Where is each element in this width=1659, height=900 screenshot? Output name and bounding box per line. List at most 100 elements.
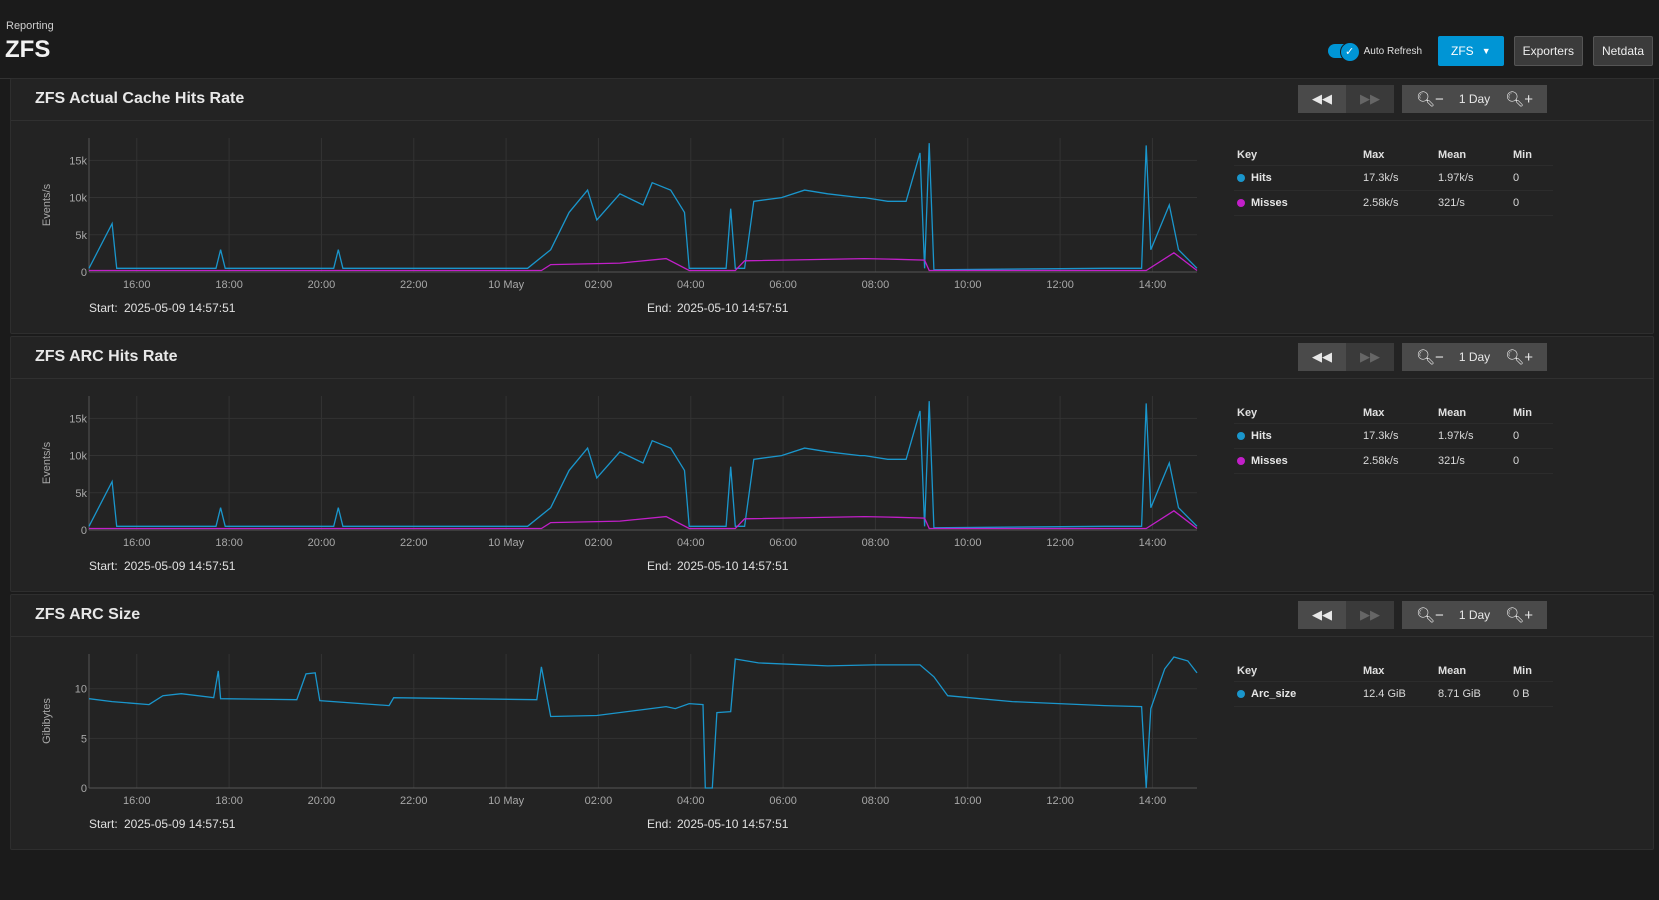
auto-refresh-label: Auto Refresh xyxy=(1363,45,1423,57)
y-tick-label: 5 xyxy=(81,733,87,745)
legend-max: 2.58k/s xyxy=(1363,197,1399,209)
y-tick-label: 0 xyxy=(81,525,87,537)
fast-forward-button[interactable]: ▶▶ xyxy=(1346,85,1394,113)
x-tick-label: 08:00 xyxy=(862,537,890,549)
fast-forward-button[interactable]: ▶▶ xyxy=(1346,343,1394,371)
x-tick-label: 22:00 xyxy=(400,795,428,807)
zoom-in-icon[interactable]: 🔍︎+ xyxy=(1505,607,1533,624)
legend-mean: 1.97k/s xyxy=(1438,172,1474,184)
netdata-button[interactable]: Netdata xyxy=(1592,36,1653,66)
zoom-label: 1 Day xyxy=(1458,350,1491,364)
legend-col-header: Mean xyxy=(1438,407,1467,419)
legend-max: 17.3k/s xyxy=(1363,172,1399,184)
rewind-button[interactable]: ◀◀ xyxy=(1298,601,1346,629)
legend-row[interactable]: Misses 2.58k/s 321/s 0 xyxy=(1234,191,1553,216)
series-name: Arc_size xyxy=(1251,688,1297,700)
legend-row[interactable]: Hits 17.3k/s 1.97k/s 0 xyxy=(1234,424,1553,449)
series-dot-icon xyxy=(1237,690,1245,698)
chart-legend: Key Max Mean Min Hits 17.3k/s 1.97k/s 0 Misses 2.… xyxy=(1234,403,1553,474)
header-actions: ✓ Auto Refresh ZFS ▼ Exporters Netdata xyxy=(1327,36,1653,66)
chart-panel: ZFS Actual Cache Hits Rate ◀◀ ▶▶ 🔍︎− 1 D… xyxy=(10,78,1654,334)
time-nav: ◀◀ ▶▶ xyxy=(1298,85,1394,113)
zoom-label: 1 Day xyxy=(1458,92,1491,106)
x-tick-label: 20:00 xyxy=(308,795,336,807)
legend-col-header: Max xyxy=(1363,407,1385,419)
breadcrumb[interactable]: Reporting xyxy=(6,20,54,32)
fast-forward-icon: ▶▶ xyxy=(1360,349,1380,364)
chart-legend: Key Max Mean Min Hits 17.3k/s 1.97k/s 0 Misses 2.… xyxy=(1234,145,1553,216)
end-value: 2025-05-10 14:57:51 xyxy=(677,301,789,315)
y-tick-label: 10 xyxy=(75,684,87,696)
legend-max: 17.3k/s xyxy=(1363,430,1399,442)
start-value: 2025-05-09 14:57:51 xyxy=(124,559,236,573)
x-tick-label: 12:00 xyxy=(1046,537,1074,549)
x-tick-label: 14:00 xyxy=(1139,537,1167,549)
start-label: Start: xyxy=(89,301,118,315)
x-tick-label: 08:00 xyxy=(862,279,890,291)
x-tick-label: 02:00 xyxy=(585,795,613,807)
legend-min: 0 xyxy=(1513,455,1520,467)
panel-title: ZFS ARC Hits Rate xyxy=(35,348,178,365)
legend-col-header: Mean xyxy=(1438,665,1467,677)
panel-header: ZFS ARC Size ◀◀ ▶▶ 🔍︎− 1 Day 🔍︎+ xyxy=(11,595,1653,637)
zoom-control: 🔍︎− 1 Day 🔍︎+ xyxy=(1402,85,1547,113)
y-tick-label: 0 xyxy=(81,267,87,279)
end-label: End: xyxy=(647,559,672,573)
caret-down-icon: ▼ xyxy=(1481,46,1491,56)
zoom-out-icon[interactable]: 🔍︎− xyxy=(1416,607,1444,624)
page-title: ZFS xyxy=(5,36,51,63)
x-tick-label: 08:00 xyxy=(862,795,890,807)
line-chart: 16:00 18:00 20:00 22:00 10 May 02:00 04:00 06:0… xyxy=(41,654,1198,831)
end-label: End: xyxy=(647,817,672,831)
x-tick-label: 10:00 xyxy=(954,279,982,291)
zoom-control: 🔍︎− 1 Day 🔍︎+ xyxy=(1402,343,1547,371)
legend-col-header: Key xyxy=(1237,149,1258,161)
fast-forward-button[interactable]: ▶▶ xyxy=(1346,601,1394,629)
x-tick-label: 04:00 xyxy=(677,795,705,807)
legend-header: Key Max Mean Min xyxy=(1234,403,1553,424)
fast-forward-icon: ▶▶ xyxy=(1360,91,1380,106)
zoom-in-icon[interactable]: 🔍︎+ xyxy=(1505,91,1533,108)
checkmark-icon: ✓ xyxy=(1339,42,1360,62)
panel-title: ZFS ARC Size xyxy=(35,606,141,623)
line-chart: 16:00 18:00 20:00 22:00 10 May 02:00 04:00 06:0… xyxy=(41,138,1198,315)
x-tick-label: 20:00 xyxy=(308,279,336,291)
legend-row[interactable]: Hits 17.3k/s 1.97k/s 0 xyxy=(1234,166,1553,191)
legend-col-header: Key xyxy=(1237,407,1258,419)
x-tick-label: 06:00 xyxy=(769,279,797,291)
zoom-out-icon[interactable]: 🔍︎− xyxy=(1416,91,1444,108)
legend-row[interactable]: Misses 2.58k/s 321/s 0 xyxy=(1234,449,1553,474)
zoom-in-icon[interactable]: 🔍︎+ xyxy=(1505,349,1533,366)
legend-col-header: Max xyxy=(1363,665,1385,677)
rewind-icon: ◀◀ xyxy=(1312,349,1332,364)
legend-col-header: Min xyxy=(1513,407,1532,419)
legend-key: Hits xyxy=(1234,430,1363,442)
legend-mean: 321/s xyxy=(1438,455,1465,467)
end-label: End: xyxy=(647,301,672,315)
legend-col-header: Mean xyxy=(1438,149,1467,161)
zoom-out-icon[interactable]: 🔍︎− xyxy=(1416,349,1444,366)
auto-refresh-switch[interactable]: ✓ xyxy=(1327,42,1360,62)
exporters-button[interactable]: Exporters xyxy=(1513,36,1583,66)
legend-key: Misses xyxy=(1234,197,1363,209)
x-tick-label: 16:00 xyxy=(123,537,151,549)
legend-row[interactable]: Arc_size 12.4 GiB 8.71 GiB 0 B xyxy=(1234,682,1553,707)
time-nav: ◀◀ ▶▶ xyxy=(1298,601,1394,629)
x-tick-label: 14:00 xyxy=(1139,279,1167,291)
x-tick-label: 06:00 xyxy=(769,795,797,807)
auto-refresh-toggle[interactable]: ✓ Auto Refresh xyxy=(1327,42,1423,62)
x-tick-label: 18:00 xyxy=(215,279,243,291)
rewind-button[interactable]: ◀◀ xyxy=(1298,85,1346,113)
report-type-select[interactable]: ZFS ▼ xyxy=(1438,36,1504,66)
legend-mean: 321/s xyxy=(1438,197,1465,209)
x-tick-label: 20:00 xyxy=(308,537,336,549)
legend-col-header: Max xyxy=(1363,149,1385,161)
start-value: 2025-05-09 14:57:51 xyxy=(124,301,236,315)
rewind-button[interactable]: ◀◀ xyxy=(1298,343,1346,371)
y-tick-label: 5k xyxy=(75,488,87,500)
legend-key: Misses xyxy=(1234,455,1363,467)
x-tick-label: 02:00 xyxy=(585,279,613,291)
series-name: Misses xyxy=(1251,197,1288,209)
x-tick-label: 10:00 xyxy=(954,795,982,807)
legend-mean: 1.97k/s xyxy=(1438,430,1474,442)
